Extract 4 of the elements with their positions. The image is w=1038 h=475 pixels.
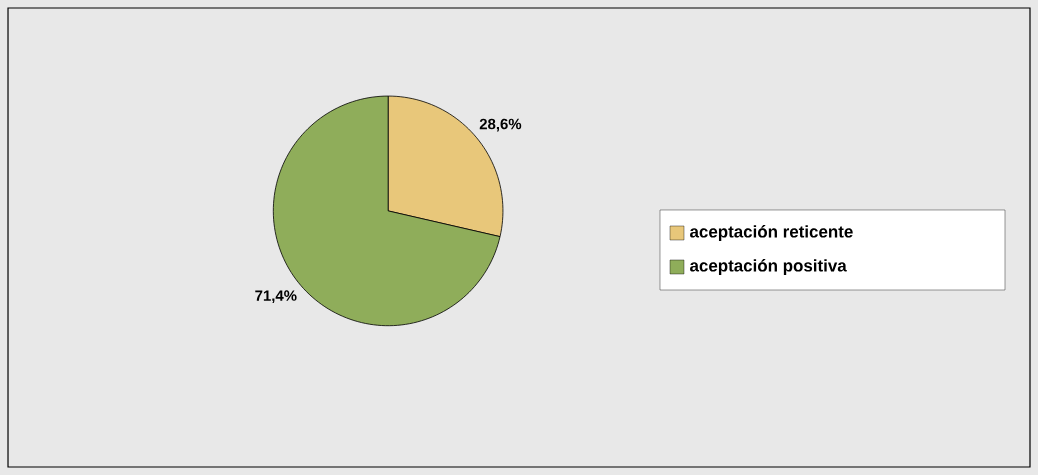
data-label: 71,4% [255, 290, 297, 304]
data-label: 28,6% [479, 118, 522, 132]
legend-label: aceptación reticente [690, 225, 853, 241]
legend-label: aceptación positiva [690, 259, 847, 275]
